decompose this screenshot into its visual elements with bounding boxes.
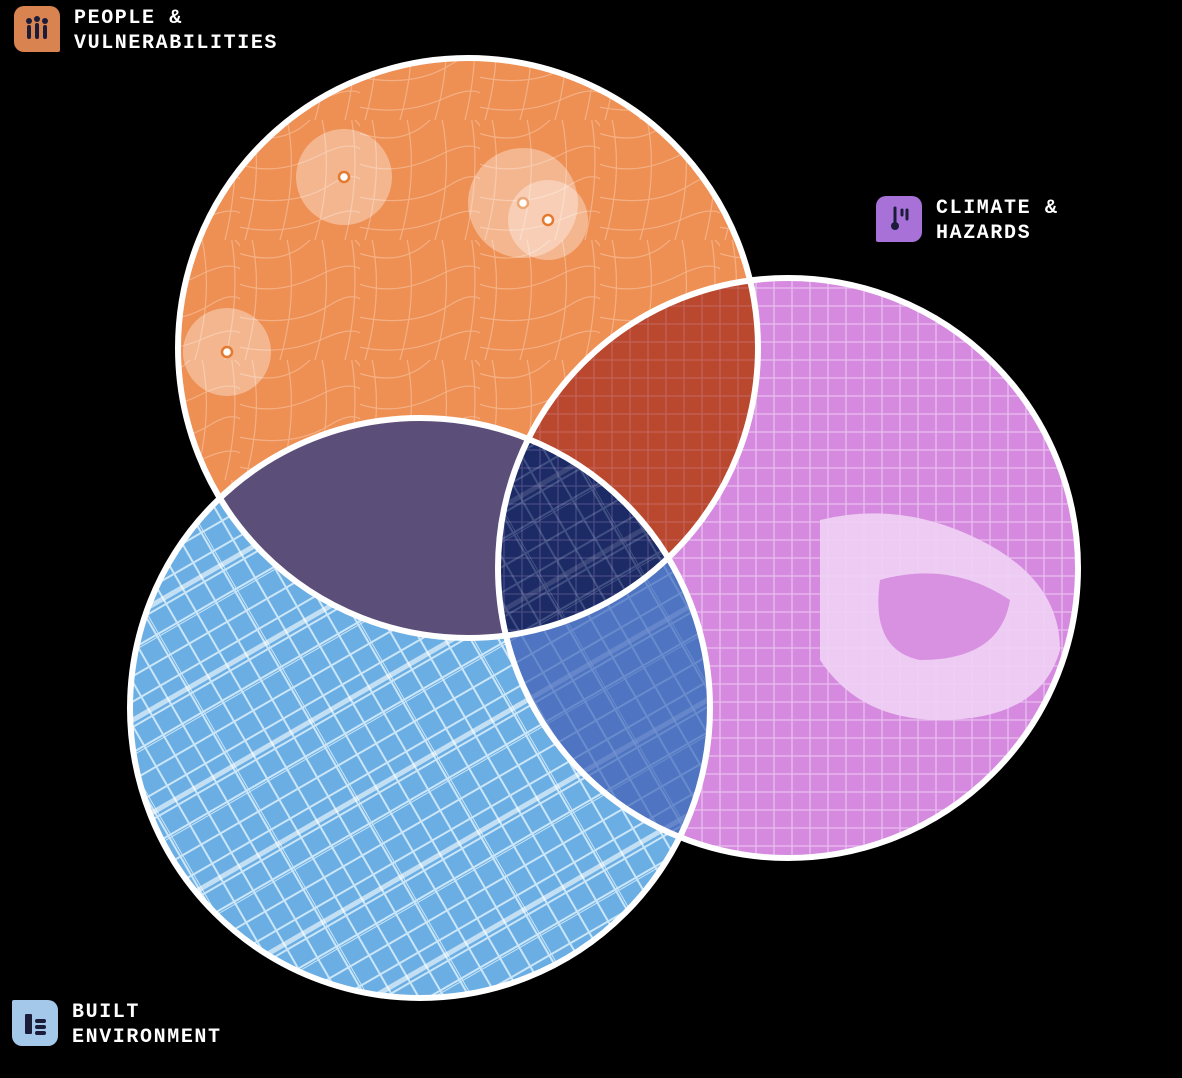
marker-dot [543, 215, 553, 225]
venn-stage: PEOPLE & VULNERABILITIES CLIMATE & HAZAR… [0, 0, 1182, 1078]
buildings-icon [12, 1000, 58, 1046]
label-built-line2: ENVIRONMENT [72, 1026, 222, 1049]
thermometer-icon [876, 196, 922, 242]
label-people-line1: PEOPLE & [74, 7, 183, 30]
label-people-line2: VULNERABILITIES [74, 32, 278, 55]
people-icon [14, 6, 60, 52]
label-climate: CLIMATE & HAZARDS [876, 196, 1058, 246]
label-built: BUILT ENVIRONMENT [12, 1000, 222, 1050]
marker-dot [222, 347, 232, 357]
venn-svg [0, 0, 1182, 1078]
marker-dot [339, 172, 349, 182]
label-climate-line2: HAZARDS [936, 222, 1031, 245]
label-people: PEOPLE & VULNERABILITIES [14, 6, 278, 56]
label-climate-line1: CLIMATE & [936, 197, 1058, 220]
label-built-line1: BUILT [72, 1001, 140, 1024]
